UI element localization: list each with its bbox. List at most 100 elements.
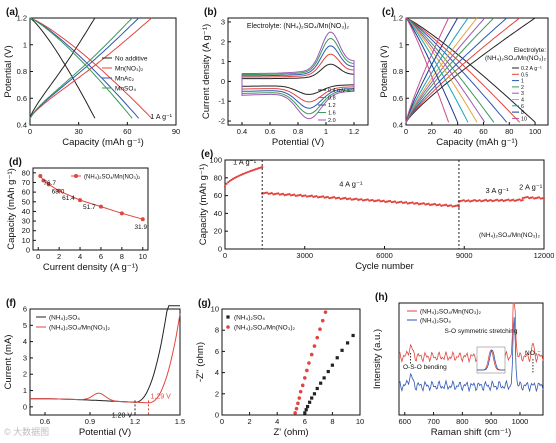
eis-point — [345, 341, 350, 345]
x-tick-label: 1.5 — [175, 417, 185, 426]
y-tick-label: 40 — [214, 209, 222, 218]
eis-point — [305, 368, 309, 373]
cycle-point — [310, 194, 313, 197]
cycle-point — [349, 197, 352, 200]
y-axis-label: Potential (V) — [379, 45, 390, 97]
discharge-curve — [405, 17, 450, 123]
x-axis-label: Potential (V) — [79, 427, 131, 438]
discharge-curve — [405, 17, 536, 123]
x-tick-label: 9000 — [456, 251, 473, 260]
data-label: 51.7 — [83, 204, 96, 211]
eis-point — [297, 396, 302, 400]
y-tick-label: 2 — [23, 370, 27, 379]
eis-point — [320, 318, 325, 323]
raman-spectrum — [398, 317, 544, 393]
legend-entry: 0.2 A g⁻¹ — [521, 66, 542, 72]
data-point — [41, 178, 46, 183]
x-tick-label: 20 — [428, 127, 436, 136]
panel-c: 0 20 40 60 80 100 0.4 0.6 0.8 1 1.2 Capacity (mAh g… — [379, 7, 549, 148]
x-tick-label: 0.8 — [293, 127, 303, 136]
cycle-point — [422, 202, 425, 205]
cycle-point — [462, 199, 465, 202]
y-tick-label: 80 — [214, 173, 222, 182]
cycle-point — [496, 198, 499, 201]
cycle-point — [233, 176, 236, 180]
cycle-point — [500, 198, 504, 201]
eis-point — [312, 392, 317, 396]
x-tick-label: 6000 — [376, 251, 393, 260]
panel-tag: (d) — [9, 157, 22, 168]
charge-curve — [29, 17, 133, 119]
rate-label: 2 A g⁻¹ — [519, 182, 543, 191]
eis-point — [303, 411, 307, 415]
y-tick-label: 1 — [221, 57, 225, 66]
panel-tag: (e) — [201, 149, 213, 160]
cycle-point — [449, 204, 453, 207]
eis-point — [318, 327, 322, 331]
y-tick-label: 4 — [23, 337, 27, 346]
eis-point — [310, 396, 314, 400]
cycle-point — [321, 195, 325, 198]
cycle-point — [393, 200, 397, 203]
data-label: 61.4 — [62, 195, 75, 202]
cycle-point — [377, 199, 381, 202]
eis-point — [330, 363, 334, 367]
cycle-point — [270, 192, 273, 195]
inset-peak — [477, 349, 505, 371]
lsv-curve — [30, 313, 181, 404]
legend-entry: (NH₄)₂SO₄/Mn(NO₃)₂ — [420, 309, 482, 316]
peak-annotation: NO₃⁻ — [525, 350, 541, 357]
cycle-point — [411, 201, 414, 204]
x-tick-label: 900 — [485, 417, 498, 426]
x-tick-label: 40 — [453, 127, 461, 136]
y-tick-label: 1.2 — [17, 14, 27, 23]
eis-point — [315, 386, 319, 391]
y-tick-label: 2 — [215, 389, 219, 398]
data-label: 76.7 — [43, 180, 56, 187]
legend-entry: 6 — [521, 104, 524, 110]
cycle-point — [484, 198, 488, 201]
y-tick-label: 60 — [22, 188, 30, 197]
eis-point — [307, 361, 311, 365]
discharge-curve — [405, 17, 486, 123]
y-axis-label: Intensity (a.u.) — [372, 329, 383, 389]
cycle-point — [400, 200, 403, 203]
cycle-point — [457, 205, 461, 208]
data-point — [38, 174, 43, 179]
plot-frame-d — [32, 167, 149, 251]
x-tick-label: 1.2 — [349, 127, 359, 136]
x-axis-label: Current density (A g⁻¹) — [43, 262, 138, 273]
cycle-point — [333, 196, 336, 199]
x-tick-label: 1 — [324, 127, 328, 136]
cycle-point — [537, 196, 541, 199]
discharge-curve — [29, 17, 140, 119]
x-tick-label: 2 — [248, 417, 252, 426]
x-tick-label: 3000 — [296, 251, 313, 260]
x-tick-label: 30 — [74, 127, 82, 136]
y-tick-label: 50 — [22, 197, 30, 206]
x-tick-label: 6 — [99, 252, 103, 261]
eis-point — [323, 310, 328, 314]
eis-point — [303, 376, 307, 380]
legend-entry: 4 — [521, 98, 524, 104]
cycle-point — [281, 192, 285, 195]
discharge-curve — [405, 17, 469, 123]
y-tick-label: 1 — [23, 40, 27, 49]
panel-a: 0 30 60 90 0.4 0.6 0.8 1 1.2 Capacity (mAh g⁻¹) Po… — [3, 7, 180, 148]
x-axis-label: Raman shift (cm⁻¹) — [431, 427, 512, 438]
y-tick-label: 0.8 — [17, 67, 27, 76]
panel-tag: (h) — [375, 292, 388, 303]
legend-entry: Mn(NO₃)₂ — [115, 66, 144, 73]
panel-f: 0.6 0.9 1.2 1.5 0 1 2 3 4 5 6 Potential (V) Current … — [3, 298, 185, 438]
cycle-point — [473, 198, 476, 202]
y-tick-label: 0.4 — [17, 121, 27, 130]
y-axis-label: Current density (A g⁻¹) — [201, 24, 212, 119]
eis-point — [300, 383, 305, 388]
legend-entry: No additive — [115, 56, 148, 63]
cycle-point — [371, 198, 374, 202]
x-tick-label: 4 — [275, 417, 279, 426]
x-tick-label: 0 — [28, 127, 32, 136]
cycle-point — [366, 198, 369, 201]
